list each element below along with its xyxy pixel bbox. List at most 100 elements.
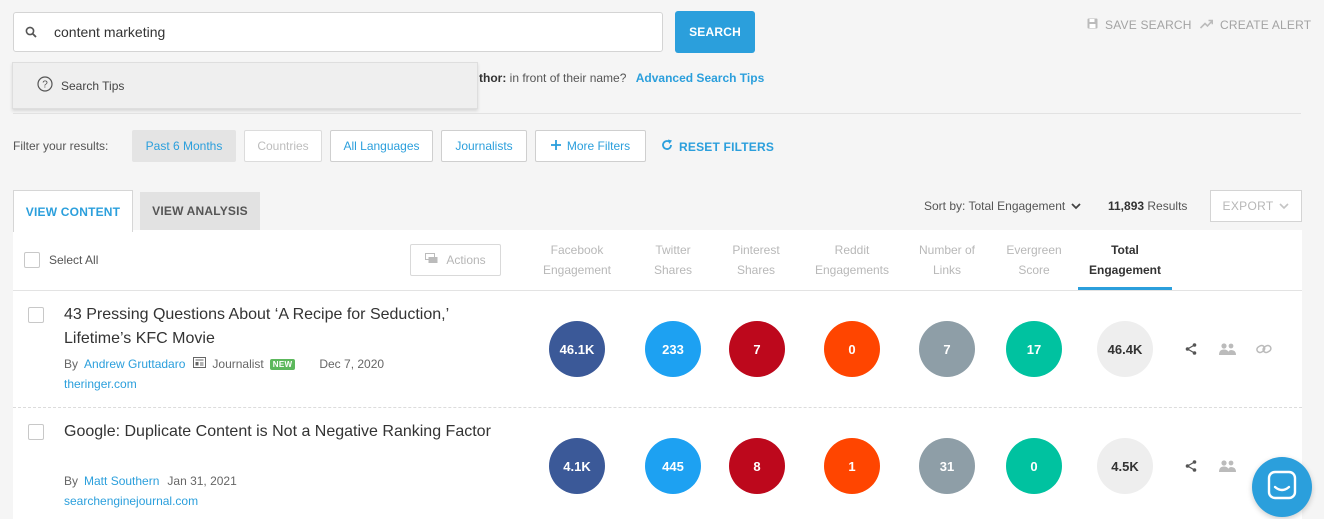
col-head-line2: Shares — [736, 263, 776, 277]
more-filters-button[interactable]: More Filters — [535, 130, 646, 162]
search-input-box[interactable]: content marketing — [13, 12, 663, 52]
results-label: Results — [1147, 199, 1188, 213]
select-all-checkbox[interactable] — [24, 252, 40, 268]
col-head-line2: Shares — [653, 263, 693, 277]
col-evergreen-score[interactable]: Evergreen Score — [986, 240, 1082, 280]
export-label: EXPORT — [1222, 199, 1274, 213]
col-pinterest-shares[interactable]: Pinterest Shares — [708, 240, 804, 280]
col-head-line2: Engagement — [542, 263, 612, 277]
article-domain[interactable]: theringer.com — [64, 377, 137, 391]
advanced-search-tips-link[interactable]: Advanced Search Tips — [635, 71, 765, 85]
article-date: Jan 31, 2021 — [167, 474, 237, 488]
sort-label: Sort by: Total Engagement — [924, 199, 1066, 213]
select-all-control[interactable]: Select All — [24, 252, 98, 268]
col-head-line2: Links — [932, 263, 961, 277]
chevron-down-icon — [1071, 199, 1081, 213]
col-number-of-links[interactable]: Number of Links — [899, 240, 995, 280]
col-head-line1: Number of — [918, 243, 976, 257]
row-checkbox[interactable] — [28, 424, 44, 440]
search-button[interactable]: SEARCH — [675, 11, 755, 53]
share-icon[interactable] — [1181, 456, 1201, 476]
col-reddit-engagements[interactable]: Reddit Engagements — [804, 240, 900, 280]
influencers-icon[interactable] — [1217, 339, 1237, 359]
col-total-engagement[interactable]: Total Engagement — [1077, 240, 1173, 280]
new-badge: NEW — [269, 358, 296, 370]
sort-dropdown[interactable]: Sort by: Total Engagement — [924, 199, 1081, 213]
create-alert-button[interactable]: CREATE ALERT — [1199, 18, 1312, 32]
facebook-engagement-metric[interactable]: 4.1K — [549, 438, 605, 494]
reddit-engagements-metric[interactable]: 1 — [824, 438, 880, 494]
active-sort-indicator — [1078, 287, 1172, 290]
total-engagement-metric: 4.5K — [1097, 438, 1153, 494]
tab-view-analysis[interactable]: VIEW ANALYSIS — [140, 192, 260, 230]
filter-chip-label: Past 6 Months — [145, 139, 223, 153]
author-link[interactable]: Andrew Gruttadaro — [84, 357, 186, 371]
filter-chip-label: Journalists — [455, 139, 513, 153]
search-tips-dropdown[interactable]: ? Search Tips — [12, 62, 478, 109]
chat-icon — [1267, 470, 1297, 505]
save-search-label: SAVE SEARCH — [1105, 18, 1192, 32]
chat-widget-button[interactable] — [1252, 457, 1312, 517]
by-label: By — [64, 357, 79, 371]
search-icon — [14, 26, 48, 38]
filter-journalists[interactable]: Journalists — [441, 130, 527, 162]
col-twitter-shares[interactable]: Twitter Shares — [625, 240, 721, 280]
number-of-links-metric[interactable]: 31 — [919, 438, 975, 494]
number-of-links-metric[interactable]: 7 — [919, 321, 975, 377]
actions-button[interactable]: Actions — [410, 244, 501, 276]
col-facebook-engagement[interactable]: Facebook Engagement — [529, 240, 625, 280]
filter-chip-label: More Filters — [566, 139, 631, 153]
row-checkbox[interactable] — [28, 307, 44, 323]
filter-all-languages[interactable]: All Languages — [330, 130, 433, 162]
by-label: By — [64, 474, 79, 488]
hint-text: in front of their name? — [509, 71, 627, 85]
article-domain[interactable]: searchenginejournal.com — [64, 494, 199, 508]
export-button[interactable]: EXPORT — [1210, 190, 1302, 222]
link-icon[interactable] — [1254, 339, 1274, 359]
actions-icon — [425, 253, 438, 267]
filter-past-6-months[interactable]: Past 6 Months — [132, 130, 236, 162]
save-search-button[interactable]: SAVE SEARCH — [1087, 18, 1192, 32]
save-icon — [1087, 18, 1098, 32]
reddit-engagements-metric[interactable]: 0 — [824, 321, 880, 377]
evergreen-score-metric[interactable]: 17 — [1006, 321, 1062, 377]
pinterest-shares-metric[interactable]: 8 — [729, 438, 785, 494]
filter-label: Filter your results: — [13, 139, 109, 153]
results-number: 11,893 — [1108, 199, 1145, 213]
plus-icon — [550, 139, 561, 153]
col-head-line1: Facebook — [550, 243, 604, 257]
twitter-shares-metric[interactable]: 445 — [645, 438, 701, 494]
share-icon[interactable] — [1181, 339, 1201, 359]
journalist-icon — [193, 357, 207, 371]
col-head-line1: Total — [1111, 243, 1139, 257]
col-head-line2: Score — [1018, 263, 1050, 277]
row-divider — [13, 407, 1302, 408]
total-engagement-metric: 46.4K — [1097, 321, 1153, 377]
tab-view-content[interactable]: VIEW CONTENT — [13, 190, 133, 232]
author-link[interactable]: Matt Southern — [84, 474, 160, 488]
col-head-line1: Twitter — [655, 243, 691, 257]
filter-chip-label: All Languages — [343, 139, 420, 153]
article-byline: By Matt Southern Jan 31, 2021 — [64, 474, 237, 488]
article-title[interactable]: 43 Pressing Questions About ‘A Recipe fo… — [64, 306, 449, 347]
trending-icon — [1199, 18, 1214, 32]
filter-countries[interactable]: Countries — [244, 130, 322, 162]
divider — [13, 113, 1301, 114]
col-head-line2: Engagement — [1088, 263, 1161, 277]
reset-filters-label: RESET FILTERS — [679, 139, 775, 154]
facebook-engagement-metric[interactable]: 46.1K — [549, 321, 605, 377]
twitter-shares-metric[interactable]: 233 — [645, 321, 701, 377]
col-head-line1: Evergreen — [1006, 243, 1062, 257]
create-alert-label: CREATE ALERT — [1220, 18, 1312, 32]
reset-filters-button[interactable]: RESET FILTERS — [661, 139, 774, 154]
article-title[interactable]: Google: Duplicate Content is Not a Negat… — [64, 423, 491, 440]
evergreen-score-metric[interactable]: 0 — [1006, 438, 1062, 494]
refresh-icon — [661, 139, 673, 154]
pinterest-shares-metric[interactable]: 7 — [729, 321, 785, 377]
col-head-line1: Pinterest — [732, 243, 780, 257]
influencers-icon[interactable] — [1217, 456, 1237, 476]
hint-prefix: thor: — [479, 71, 507, 85]
actions-label: Actions — [446, 253, 486, 267]
search-query[interactable]: content marketing — [54, 24, 166, 40]
article-byline: By Andrew Gruttadaro Journalist NEW Dec … — [64, 357, 384, 371]
